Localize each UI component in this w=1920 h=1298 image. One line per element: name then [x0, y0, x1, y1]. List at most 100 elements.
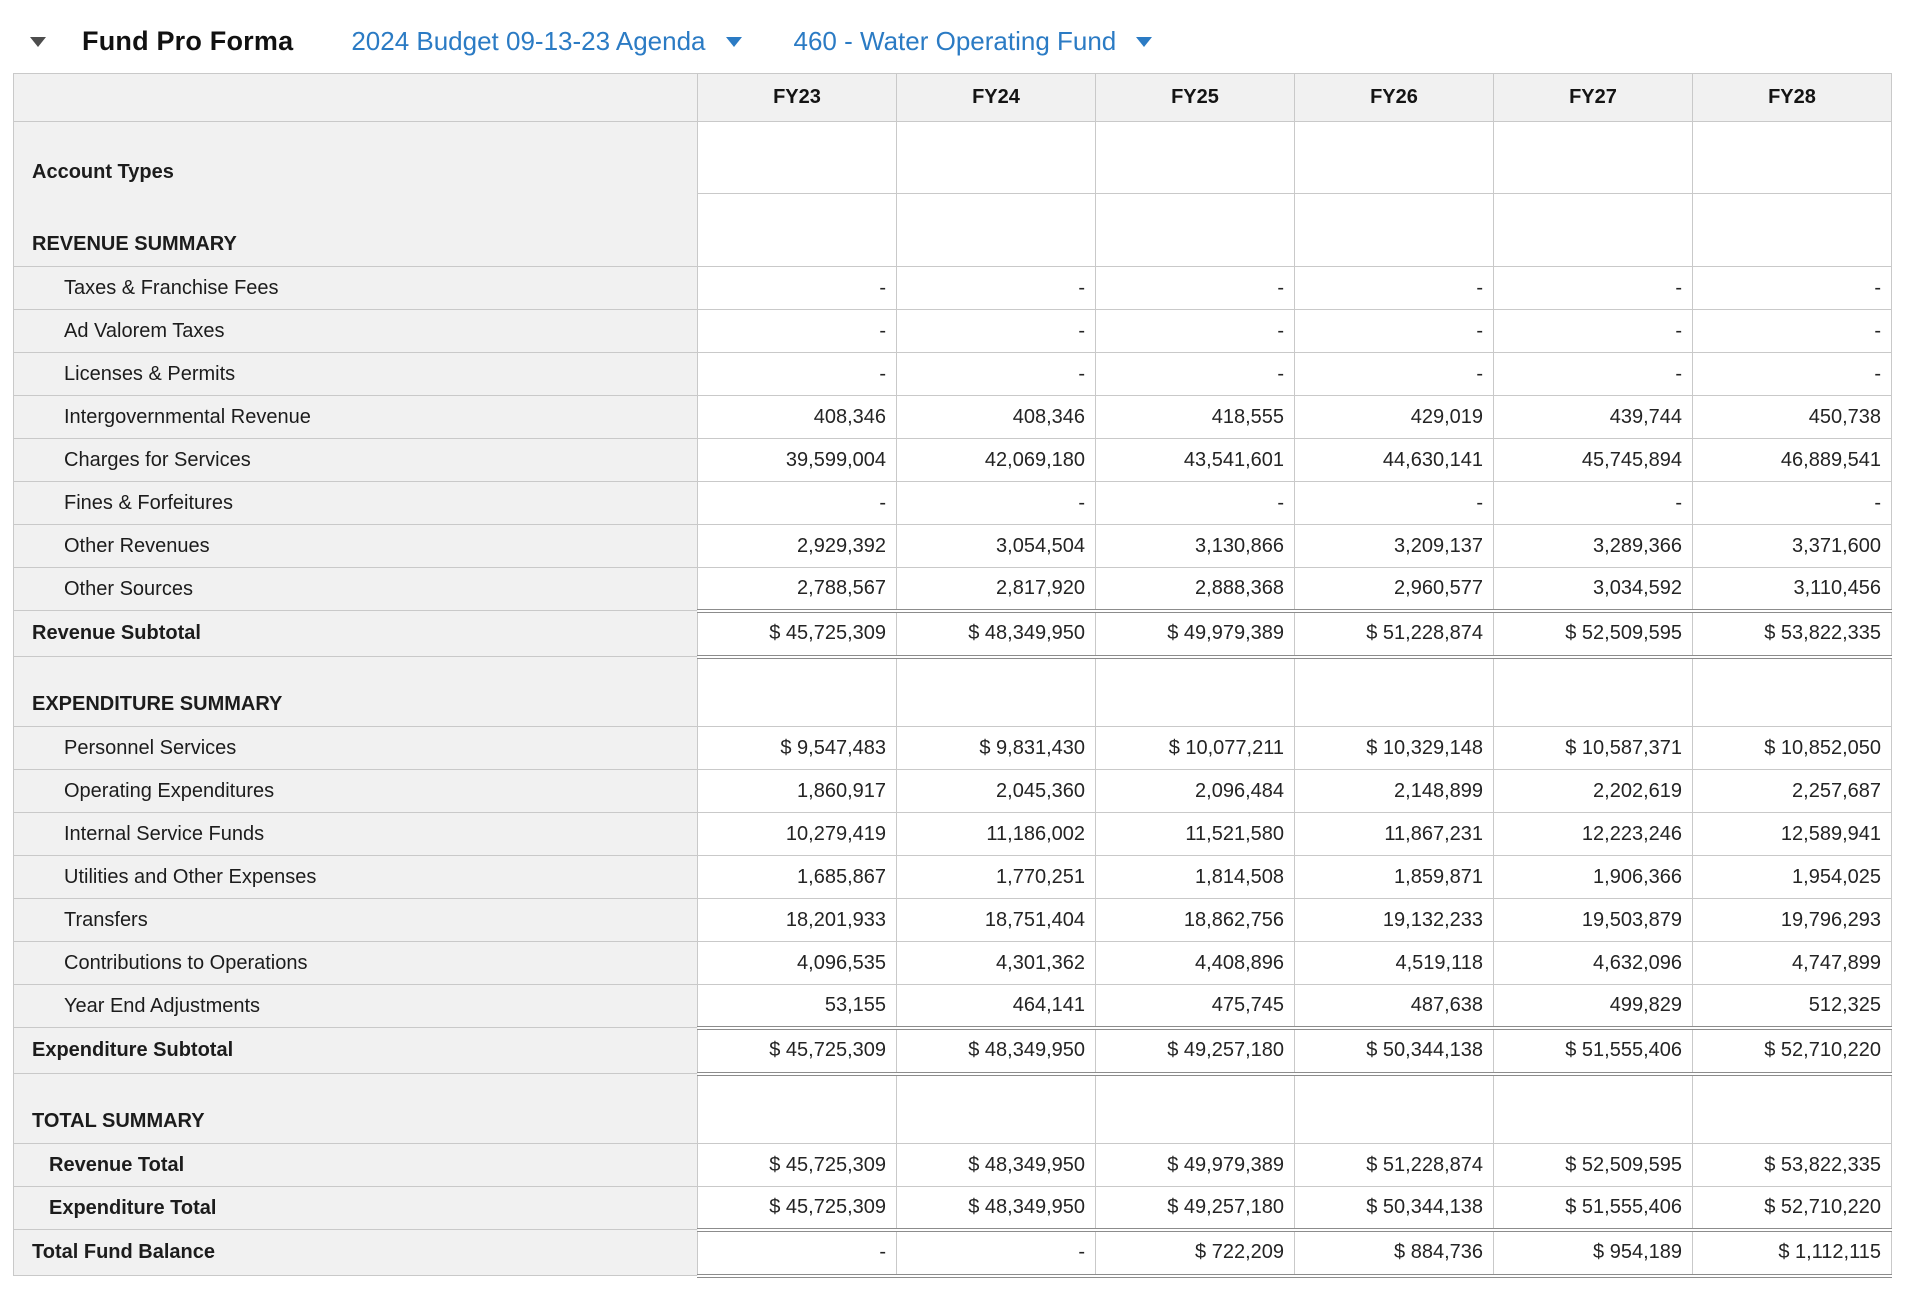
table-cell: $ 51,228,874	[1294, 1143, 1494, 1187]
table-cell: 3,054,504	[896, 524, 1096, 568]
budget-dropdown[interactable]: 2024 Budget 09-13-23 Agenda	[351, 26, 742, 57]
table-cell: 4,096,535	[697, 941, 897, 985]
row-label: Ad Valorem Taxes	[13, 309, 698, 353]
table-cell: $ 53,822,335	[1692, 608, 1892, 659]
table-row: Expenditure Total $ 45,725,309 $ 48,349,95…	[13, 1186, 1892, 1230]
row-label: Total Fund Balance	[13, 1229, 698, 1276]
table-cell: -	[1493, 481, 1693, 525]
page-title: Fund Pro Forma	[82, 26, 294, 56]
pro-forma-table: FY23 FY24 FY25 FY26 FY27 FY28 Account Ty…	[13, 73, 1892, 1278]
table-cell: $ 48,349,950	[896, 1186, 1096, 1230]
column-header: FY28	[1692, 73, 1892, 122]
table-cell	[1294, 121, 1494, 267]
table-row: Operating Expenditures 1,860,917 2,045,360…	[13, 769, 1892, 813]
table-row: EXPENDITURE SUMMARY	[13, 656, 1892, 727]
table-cell: $ 45,725,309	[697, 608, 897, 659]
section-label: Account Types	[32, 161, 174, 183]
table-cell: $ 52,509,595	[1493, 1143, 1693, 1187]
table-cell: -	[896, 1227, 1096, 1278]
table-cell	[896, 656, 1096, 727]
table-cell: $ 1,112,115	[1692, 1227, 1892, 1278]
row-label: EXPENDITURE SUMMARY	[13, 656, 698, 727]
table-cell: -	[1692, 266, 1892, 310]
table-cell: -	[1095, 309, 1295, 353]
section-label: REVENUE SUMMARY	[32, 233, 237, 255]
table-cell	[1095, 121, 1295, 267]
table-cell: 418,555	[1095, 395, 1295, 439]
row-label: TOTAL SUMMARY	[13, 1073, 698, 1144]
table-cell: -	[1294, 481, 1494, 525]
collapse-caret-icon[interactable]	[30, 36, 46, 47]
budget-dropdown-label: 2024 Budget 09-13-23 Agenda	[351, 26, 706, 56]
table-cell	[697, 656, 897, 727]
table-cell: 46,889,541	[1692, 438, 1892, 482]
table-cell: -	[697, 481, 897, 525]
fund-dropdown-label: 460 - Water Operating Fund	[793, 26, 1117, 56]
table-cell: 2,257,687	[1692, 769, 1892, 813]
table-cell: 499,829	[1493, 984, 1693, 1028]
row-label: Other Sources	[13, 567, 698, 611]
table-cell: 2,817,920	[896, 567, 1096, 611]
row-label: Internal Service Funds	[13, 812, 698, 856]
row-label: Revenue Total	[13, 1143, 698, 1187]
table-cell: 19,796,293	[1692, 898, 1892, 942]
table-cell: -	[697, 352, 897, 396]
table-cell: 3,209,137	[1294, 524, 1494, 568]
table-cell: 45,745,894	[1493, 438, 1693, 482]
table-cell: $ 10,329,148	[1294, 726, 1494, 770]
table-cell	[1493, 121, 1693, 267]
table-cell: 408,346	[697, 395, 897, 439]
table-cell: 2,202,619	[1493, 769, 1693, 813]
table-row: Taxes & Franchise Fees - - - - - -	[13, 266, 1892, 310]
table-cell: 512,325	[1692, 984, 1892, 1028]
table-cell: -	[1493, 309, 1693, 353]
table-cell: 3,110,456	[1692, 567, 1892, 611]
table-cell: $ 884,736	[1294, 1227, 1494, 1278]
table-cell	[1294, 1073, 1494, 1144]
table-cell: $ 722,209	[1095, 1227, 1295, 1278]
table-cell: 11,521,580	[1095, 812, 1295, 856]
table-cell: $ 53,822,335	[1692, 1143, 1892, 1187]
table-cell: 439,744	[1493, 395, 1693, 439]
table-cell: $ 49,257,180	[1095, 1025, 1295, 1076]
table-cell: 3,371,600	[1692, 524, 1892, 568]
table-cell: $ 9,831,430	[896, 726, 1096, 770]
row-label: Intergovernmental Revenue	[13, 395, 698, 439]
table-cell: 18,751,404	[896, 898, 1096, 942]
table-cell: $ 45,725,309	[697, 1143, 897, 1187]
table-cell: $ 49,979,389	[1095, 608, 1295, 659]
table-cell: 2,888,368	[1095, 567, 1295, 611]
column-header: FY25	[1095, 73, 1295, 122]
table-cell	[697, 121, 897, 267]
table-cell: 44,630,141	[1294, 438, 1494, 482]
table-cell: $ 10,077,211	[1095, 726, 1295, 770]
table-cell: -	[1294, 352, 1494, 396]
table-row: Account Types REVENUE SUMMARY	[13, 121, 1892, 267]
row-label: Operating Expenditures	[13, 769, 698, 813]
table-cell: -	[1692, 309, 1892, 353]
table-cell: 475,745	[1095, 984, 1295, 1028]
row-label: Transfers	[13, 898, 698, 942]
fund-dropdown[interactable]: 460 - Water Operating Fund	[794, 26, 1153, 57]
table-row: Year End Adjustments 53,155 464,141 475,745…	[13, 984, 1892, 1028]
table-row: Revenue Subtotal $ 45,725,309 $ 48,349,950…	[13, 608, 1892, 659]
table-cell: 3,034,592	[1493, 567, 1693, 611]
table-cell: 2,148,899	[1294, 769, 1494, 813]
table-row: Other Revenues 2,929,392 3,054,504 3,130,86…	[13, 524, 1892, 568]
fiscal-year-header-row: FY23 FY24 FY25 FY26 FY27 FY28	[13, 73, 1892, 122]
table-cell: $ 48,349,950	[896, 608, 1096, 659]
table-cell: 2,045,360	[896, 769, 1096, 813]
table-row: Revenue Total $ 45,725,309 $ 48,349,950 $ 4…	[13, 1143, 1892, 1187]
table-cell: -	[1493, 352, 1693, 396]
table-cell: $ 45,725,309	[697, 1025, 897, 1076]
table-cell: -	[1294, 266, 1494, 310]
dropdown-caret-icon	[725, 36, 742, 47]
row-label: Account Types REVENUE SUMMARY	[13, 121, 698, 267]
table-cell: 18,201,933	[697, 898, 897, 942]
table-cell: 53,155	[697, 984, 897, 1028]
table-row: Utilities and Other Expenses 1,685,867 1,7…	[13, 855, 1892, 899]
table-cell: 4,632,096	[1493, 941, 1693, 985]
table-cell: -	[1095, 481, 1295, 525]
table-cell: -	[896, 309, 1096, 353]
row-label: Other Revenues	[13, 524, 698, 568]
